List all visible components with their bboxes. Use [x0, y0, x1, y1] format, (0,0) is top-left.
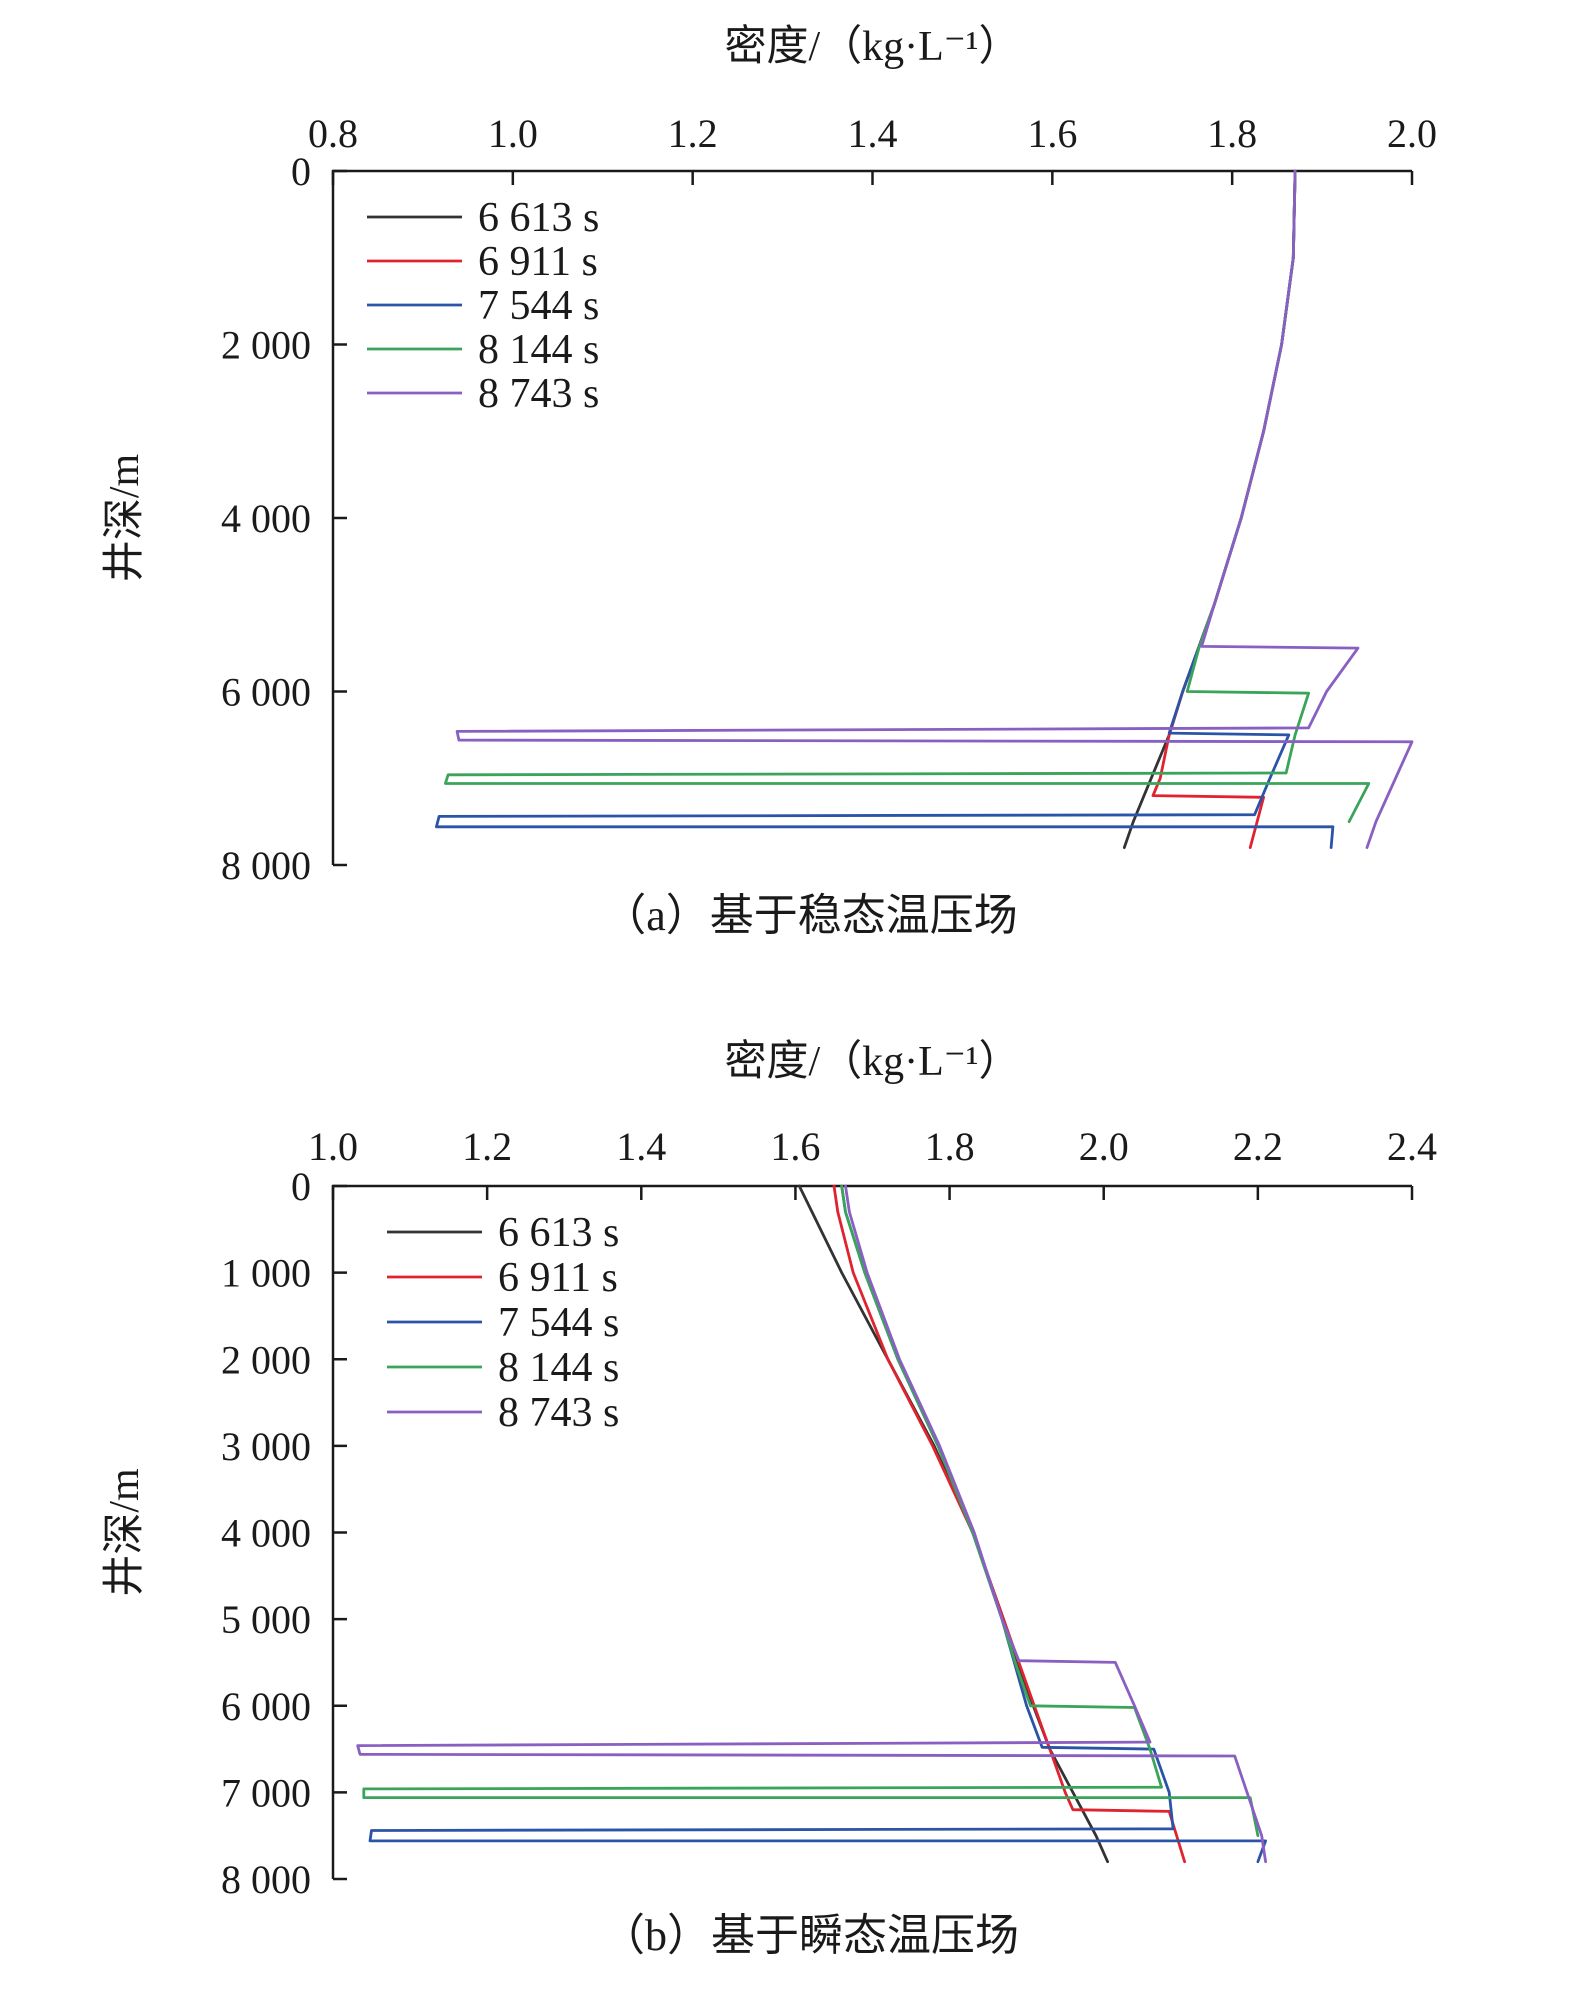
- chart-transient: 1.0 1.2 1.4 1.6 1.8 2.0 2.2 2.4 0 1 000 2 000 3 000…: [102, 1038, 1437, 1960]
- y-tick-label-b: 3 000: [221, 1424, 311, 1469]
- series-line-b-3: [362, 1184, 1260, 1838]
- y-tick-label-b: 7 000: [221, 1770, 311, 1815]
- x-axis-title-b: 密度/（kg·L⁻¹）: [724, 1038, 1020, 1085]
- x-tick-label-a: 1.4: [848, 111, 898, 156]
- legend-label-a-2: 7 544 s: [478, 283, 599, 329]
- legend-label-a-4: 8 743 s: [478, 371, 599, 417]
- y-axis-title-b: 井深/m: [102, 1468, 148, 1597]
- x-tick-label-b: 2.4: [1387, 1124, 1437, 1169]
- legend-label-b-0: 6 613 s: [498, 1210, 619, 1256]
- series-line-b-4: [356, 1184, 1267, 1864]
- chart-steady-state: 0.8 1.0 1.2 1.4 1.6 1.8 2.0 0 2 000 4 000 6 000 8 0…: [102, 23, 1437, 940]
- legend-label-a-3: 8 144 s: [478, 327, 599, 373]
- x-tick-label-a: 1.8: [1207, 111, 1257, 156]
- series-line-b-1: [832, 1184, 1186, 1864]
- x-tick-label-b: 1.6: [770, 1124, 820, 1169]
- x-tick-label-a: 0.8: [308, 111, 358, 156]
- legend-label-b-2: 7 544 s: [498, 1300, 619, 1346]
- y-tick-label-a: 6 000: [221, 670, 311, 715]
- x-tick-label-a: 1.6: [1027, 111, 1077, 156]
- series-line-a-1: [1151, 169, 1297, 849]
- x-tick-label-a: 1.2: [668, 111, 718, 156]
- x-tick-label-b: 1.4: [616, 1124, 666, 1169]
- x-tick-label-a: 2.0: [1387, 111, 1437, 156]
- x-axis-title-a: 密度/（kg·L⁻¹）: [724, 23, 1020, 70]
- x-tick-label-b: 2.0: [1079, 1124, 1129, 1169]
- y-tick-label-b: 5 000: [221, 1597, 311, 1642]
- x-tick-label-a: 1.0: [488, 111, 538, 156]
- legend-label-b-1: 6 911 s: [498, 1255, 618, 1301]
- y-tick-label-b: 2 000: [221, 1337, 311, 1382]
- chart-caption-a: （a）基于稳态温压场: [602, 891, 1018, 940]
- legend-label-b-3: 8 144 s: [498, 1345, 619, 1391]
- x-tick-label-b: 1.2: [462, 1124, 512, 1169]
- legend-label-b-4: 8 743 s: [498, 1390, 619, 1436]
- y-tick-label-b: 1 000: [221, 1251, 311, 1296]
- x-tick-label-b: 2.2: [1233, 1124, 1283, 1169]
- series-line-b-0: [797, 1184, 1109, 1864]
- x-tick-label-b: 1.0: [308, 1124, 358, 1169]
- y-axis-title-a: 井深/m: [102, 454, 148, 583]
- y-tick-label-b: 0: [291, 1164, 311, 1209]
- x-tick-label-b: 1.8: [925, 1124, 975, 1169]
- y-tick-label-a: 8 000: [221, 843, 311, 888]
- series-line-a-0: [1122, 169, 1297, 849]
- legend-label-a-0: 6 613 s: [478, 195, 599, 241]
- y-tick-label-b: 6 000: [221, 1684, 311, 1729]
- y-tick-label-b: 8 000: [221, 1857, 311, 1902]
- y-tick-label-a: 4 000: [221, 496, 311, 541]
- chart-caption-b: （b）基于瞬态温压场: [601, 1911, 1019, 1960]
- legend-label-a-1: 6 911 s: [478, 239, 598, 285]
- series-line-a-4: [455, 169, 1414, 849]
- y-tick-label-a: 2 000: [221, 323, 311, 368]
- y-tick-label-a: 0: [291, 149, 311, 194]
- y-tick-label-b: 4 000: [221, 1511, 311, 1556]
